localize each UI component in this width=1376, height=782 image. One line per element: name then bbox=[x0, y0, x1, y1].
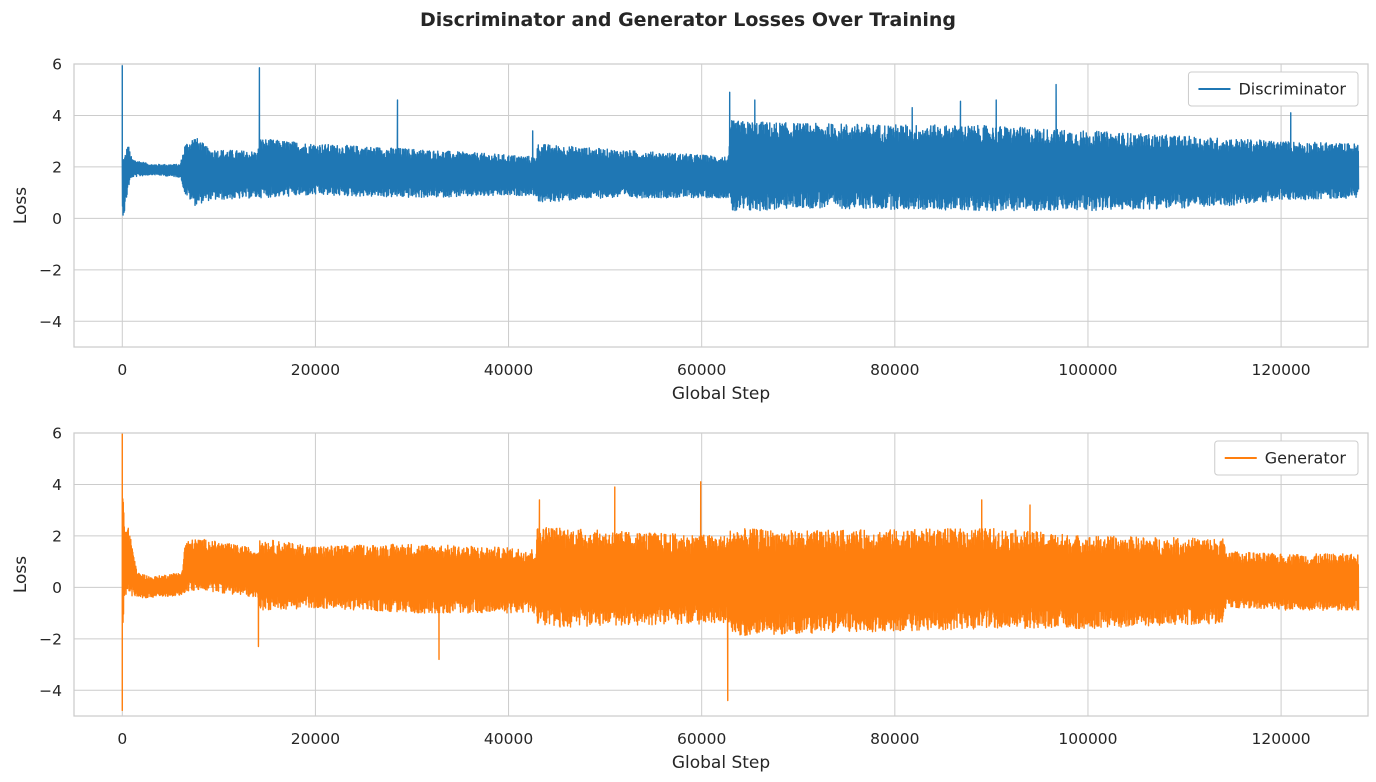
legend-box bbox=[1214, 440, 1359, 476]
y-axis-label: Loss bbox=[11, 556, 31, 593]
x-tick-label: 60000 bbox=[677, 361, 726, 379]
legend-box bbox=[1187, 71, 1359, 107]
x-tick-label: 20000 bbox=[291, 730, 340, 748]
x-axis-label: Global Step bbox=[672, 384, 770, 404]
x-tick-label: 40000 bbox=[484, 361, 533, 379]
y-axis-ticks: −4 −2 0 2 4 6 bbox=[39, 425, 62, 700]
series-line bbox=[121, 433, 1360, 711]
y-tick-label: 2 bbox=[52, 158, 62, 176]
legend: Generator bbox=[1214, 440, 1359, 476]
y-tick-label: 4 bbox=[52, 476, 62, 494]
y-tick-label: 0 bbox=[52, 210, 62, 228]
x-tick-label: 60000 bbox=[677, 730, 726, 748]
legend-label-discriminator: Discriminator bbox=[1238, 80, 1346, 99]
x-tick-label: 0 bbox=[117, 730, 127, 748]
y-tick-label: −2 bbox=[39, 630, 62, 648]
y-tick-label: 6 bbox=[52, 425, 62, 443]
generator-panel: 0 20000 40000 60000 80000 100000 120000 −4 −2 0 2… bbox=[11, 425, 1369, 773]
y-tick-label: −4 bbox=[39, 682, 62, 700]
x-tick-label: 80000 bbox=[870, 730, 919, 748]
x-tick-label: 100000 bbox=[1058, 730, 1117, 748]
y-tick-label: 6 bbox=[52, 56, 62, 74]
series-discriminator bbox=[121, 65, 1360, 216]
x-tick-label: 80000 bbox=[870, 361, 919, 379]
legend-label-generator: Generator bbox=[1265, 449, 1347, 468]
x-tick-label: 120000 bbox=[1252, 730, 1311, 748]
discriminator-panel: 0 20000 40000 60000 80000 100000 120000 −4 −2 0 2… bbox=[11, 56, 1369, 404]
x-tick-label: 120000 bbox=[1252, 361, 1311, 379]
y-tick-label: −2 bbox=[39, 261, 62, 279]
series-generator bbox=[121, 433, 1360, 711]
legend: Discriminator bbox=[1187, 71, 1359, 107]
y-tick-label: 0 bbox=[52, 579, 62, 597]
series-line bbox=[121, 65, 1360, 216]
x-axis-ticks: 0 20000 40000 60000 80000 100000 120000 bbox=[117, 361, 1310, 379]
x-tick-label: 40000 bbox=[484, 730, 533, 748]
y-tick-label: 2 bbox=[52, 527, 62, 545]
figure-title: Discriminator and Generator Losses Over … bbox=[420, 9, 956, 31]
y-axis-ticks: −4 −2 0 2 4 6 bbox=[39, 56, 62, 331]
x-axis-label: Global Step bbox=[672, 753, 770, 773]
x-tick-label: 0 bbox=[117, 361, 127, 379]
y-axis-label: Loss bbox=[11, 187, 31, 224]
x-tick-label: 20000 bbox=[291, 361, 340, 379]
x-tick-label: 100000 bbox=[1058, 361, 1117, 379]
y-tick-label: 4 bbox=[52, 107, 62, 125]
x-axis-ticks: 0 20000 40000 60000 80000 100000 120000 bbox=[117, 730, 1310, 748]
grid bbox=[74, 63, 1368, 347]
y-tick-label: −4 bbox=[39, 313, 62, 331]
plot-frame bbox=[73, 432, 1369, 717]
plot-frame bbox=[73, 63, 1369, 348]
